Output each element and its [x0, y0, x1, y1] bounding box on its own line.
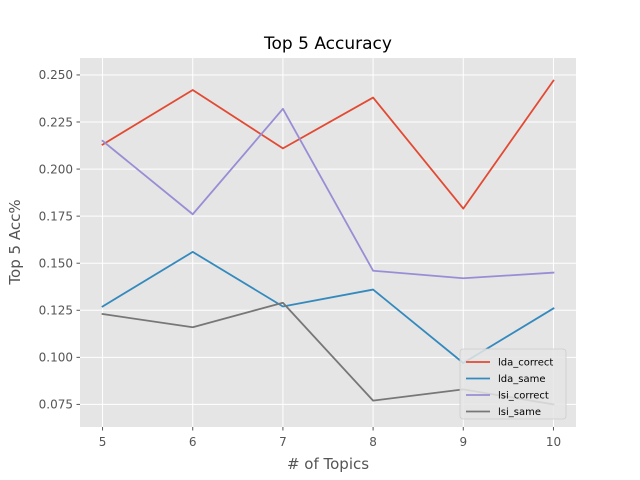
axis-ticks: 5 6 7 8 9 10 0.075 0.100 0.125 0.150 0.175 0.200 0.2… — [39, 68, 561, 449]
y-tick-label: 0.150 — [39, 257, 73, 271]
series-line-lsi-correct — [101, 107, 555, 280]
y-axis-label: Top 5 Acc% — [6, 199, 24, 285]
series-line-lda-correct — [101, 79, 555, 210]
x-tick-label: 10 — [546, 435, 561, 449]
y-tick-label: 0.250 — [39, 68, 73, 82]
y-tick-label: 0.200 — [39, 162, 73, 176]
y-tick-label: 0.100 — [39, 351, 73, 365]
legend-label-lsi-same: lsi_same — [498, 407, 541, 418]
chart-title: Top 5 Accuracy — [263, 34, 392, 54]
y-tick-label: 0.225 — [39, 115, 73, 129]
y-tick-label: 0.175 — [39, 209, 73, 223]
x-tick-label: 8 — [369, 435, 377, 449]
legend-label-lsi-correct: lsi_correct — [498, 391, 549, 402]
y-tick-label: 0.125 — [39, 304, 73, 318]
y-tick-label: 0.075 — [39, 398, 73, 412]
legend-label-lda-same: lda_same — [498, 374, 546, 385]
legend: lda_correct lda_same lsi_correct lsi_same — [459, 348, 567, 420]
x-tick-label: 9 — [459, 435, 467, 449]
x-tick-label: 7 — [279, 435, 287, 449]
legend-label-lda-correct: lda_correct — [498, 358, 553, 369]
x-tick-label: 5 — [99, 435, 107, 449]
x-tick-label: 6 — [189, 435, 197, 449]
legend-box — [459, 348, 567, 420]
x-axis-label: # of Topics — [287, 455, 369, 473]
